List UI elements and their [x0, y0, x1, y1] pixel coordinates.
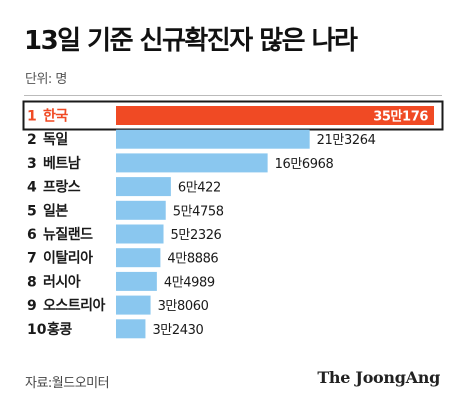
value-label: 35만176: [373, 109, 428, 125]
category-label: 베트남: [43, 155, 81, 172]
bar: [116, 200, 166, 220]
rank-label: 7: [27, 251, 37, 267]
rank-label: 5: [27, 203, 37, 219]
bar: [116, 248, 161, 268]
source-note: 자료:월드오미터: [25, 376, 110, 391]
rank-label: 8: [27, 274, 37, 290]
value-label: 21만3264: [317, 133, 376, 148]
value-label: 3만8060: [158, 299, 209, 314]
bar: [116, 153, 268, 173]
top-divider: [24, 95, 442, 96]
bar: [116, 177, 171, 197]
rank-label: 9: [27, 298, 37, 314]
value-label: 16만6968: [275, 157, 334, 172]
rank-label: 1: [27, 109, 37, 125]
chart-title: 13일 기준 신규확진자 많은 나라: [24, 26, 358, 56]
value-label: 3만2430: [152, 323, 203, 338]
value-label: 5만4758: [173, 204, 224, 219]
category-label: 이탈리아: [43, 250, 93, 267]
bar: [116, 106, 434, 125]
value-label: 5만2326: [171, 228, 222, 243]
bar: [116, 129, 310, 149]
bar: [116, 271, 157, 291]
brand-logo: The JoongAng: [317, 368, 440, 387]
value-label: 4만4989: [164, 275, 215, 290]
rank-label: 2: [27, 132, 37, 148]
bar: [116, 295, 151, 315]
unit-label: 단위: 명: [25, 72, 67, 87]
value-label: 4만8886: [167, 252, 218, 267]
rank-label: 6: [27, 227, 37, 243]
category-label: 한국: [43, 109, 68, 125]
category-label: 뉴질랜드: [43, 226, 93, 243]
category-label: 프랑스: [43, 180, 81, 196]
bar: [116, 224, 164, 244]
category-label: 러시아: [43, 273, 81, 290]
category-label: 오스트리아: [43, 297, 106, 314]
category-label: 홍콩: [47, 321, 72, 338]
rank-label: 4: [27, 180, 37, 196]
category-label: 일본: [43, 203, 68, 219]
category-label: 독일: [43, 132, 68, 148]
rank-label: 10: [27, 322, 47, 338]
highlight-frame: [22, 100, 444, 131]
value-label: 6만422: [178, 181, 221, 196]
rank-label: 3: [27, 156, 37, 172]
bar: [116, 319, 146, 339]
